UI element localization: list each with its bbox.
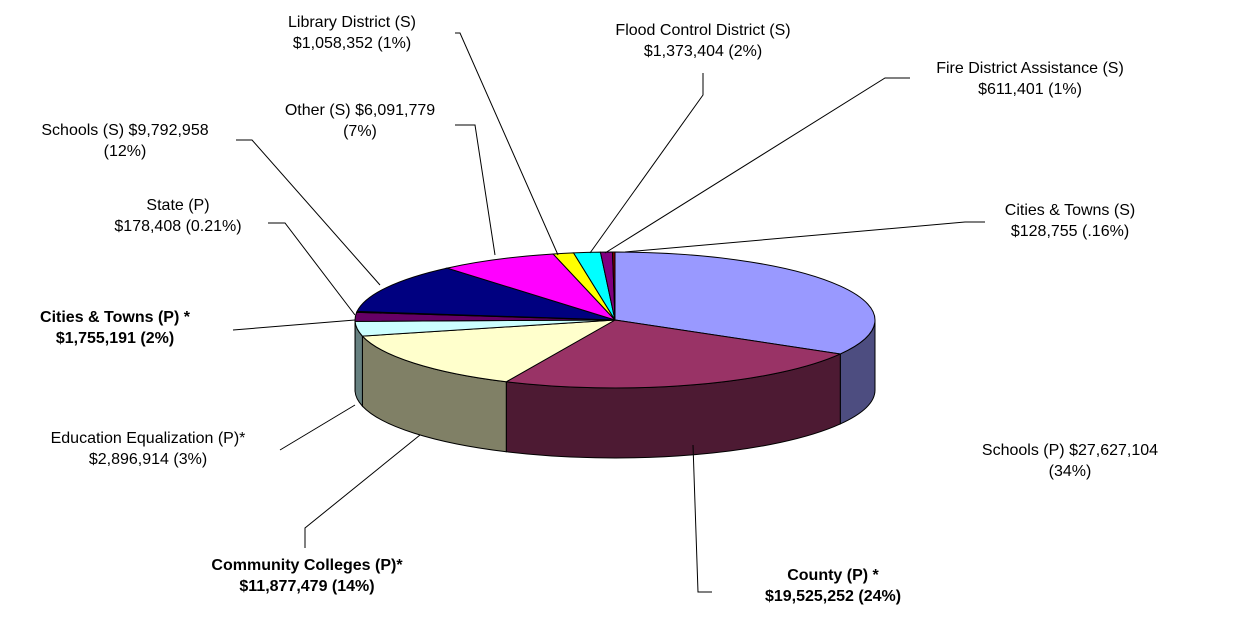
label-percent: (2%): [728, 43, 763, 60]
leader-line: [268, 222, 356, 316]
label-value: $1,058,352: [292, 35, 373, 52]
leader-line: [692, 444, 712, 593]
slice-label: Community Colleges (P)* $11,877,479 (14%): [211, 555, 402, 597]
slice-label: State (P) $178,408 (0.21%): [114, 195, 241, 237]
label-value: $1,373,404: [643, 43, 724, 60]
leader-line: [604, 77, 910, 254]
slice-label: Cities & Towns (P) * $1,755,191 (2%): [40, 307, 190, 349]
leader-line: [304, 434, 421, 548]
label-value: $19,525,252: [764, 588, 854, 605]
label-name: Community Colleges (P)*: [211, 557, 403, 574]
label-name: Schools (S): [41, 122, 125, 139]
leader-line: [236, 139, 381, 286]
label-percent: (34%): [1048, 463, 1092, 480]
label-percent: (.16%): [1082, 223, 1130, 240]
label-percent: (2%): [140, 330, 175, 347]
label-percent: (1%): [1048, 81, 1082, 98]
slice: [445, 253, 617, 322]
label-percent: (3%): [173, 451, 208, 468]
label-value: $1,755,191: [55, 330, 136, 347]
slice-label: Fire District Assistance (S) $611,401 (1%…: [936, 58, 1124, 100]
label-value: $11,877,479: [239, 578, 328, 595]
label-value: $611,401: [978, 81, 1044, 98]
label-value: $178,408: [114, 218, 182, 235]
label-percent: (7%): [343, 123, 377, 140]
leader-line: [232, 319, 356, 331]
label-percent: (24%): [858, 588, 902, 605]
label-name: Education Equalization (P)*: [50, 430, 246, 447]
slice-label: County (P) * $19,525,252 (24%): [765, 565, 901, 607]
slice: [614, 251, 876, 355]
slice-label: Library District (S) $1,058,352 (1%): [288, 12, 416, 54]
slice-label: Schools (S) $9,792,958 (12%): [41, 120, 208, 162]
label-name: Fire District Assistance (S): [936, 60, 1124, 77]
leader-line: [624, 221, 985, 253]
leader-line: [455, 32, 559, 256]
label-name: Schools (P): [981, 442, 1065, 459]
label-value: $6,091,779: [355, 102, 436, 119]
label-value: $27,627,104: [1069, 442, 1159, 459]
slice-label: Schools (P) $27,627,104 (34%): [982, 440, 1158, 482]
label-percent: (1%): [377, 35, 412, 52]
leader-line: [589, 73, 704, 254]
slice: [611, 251, 616, 321]
label-value: $128,755: [1010, 223, 1078, 240]
label-value: $9,792,958: [128, 122, 209, 139]
label-name: State (P): [146, 197, 210, 214]
label-percent: (14%): [331, 578, 375, 595]
label-name: Other (S): [284, 102, 351, 119]
slice: [356, 267, 616, 321]
slice-label: Education Equalization (P)* $2,896,914 (3…: [51, 428, 246, 470]
label-name: Flood Control District (S): [615, 22, 791, 39]
slice: [504, 319, 843, 389]
leader-line: [455, 124, 496, 256]
label-percent: (12%): [103, 143, 147, 160]
label-percent: (0.21%): [185, 218, 242, 235]
label-name: County (P) *: [787, 567, 879, 584]
label-name: Cities & Towns (P) *: [40, 309, 190, 326]
label-name: Library District (S): [287, 14, 417, 31]
slice: [361, 319, 616, 383]
slice-label: Cities & Towns (S) $128,755 (.16%): [1005, 200, 1135, 242]
leader-line: [279, 404, 356, 451]
label-name: Cities & Towns (S): [1004, 202, 1136, 219]
label-value: $2,896,914: [88, 451, 169, 468]
slice-label: Other (S) $6,091,779 (7%): [285, 100, 435, 142]
slice-label: Flood Control District (S) $1,373,404 (2%…: [615, 20, 790, 62]
